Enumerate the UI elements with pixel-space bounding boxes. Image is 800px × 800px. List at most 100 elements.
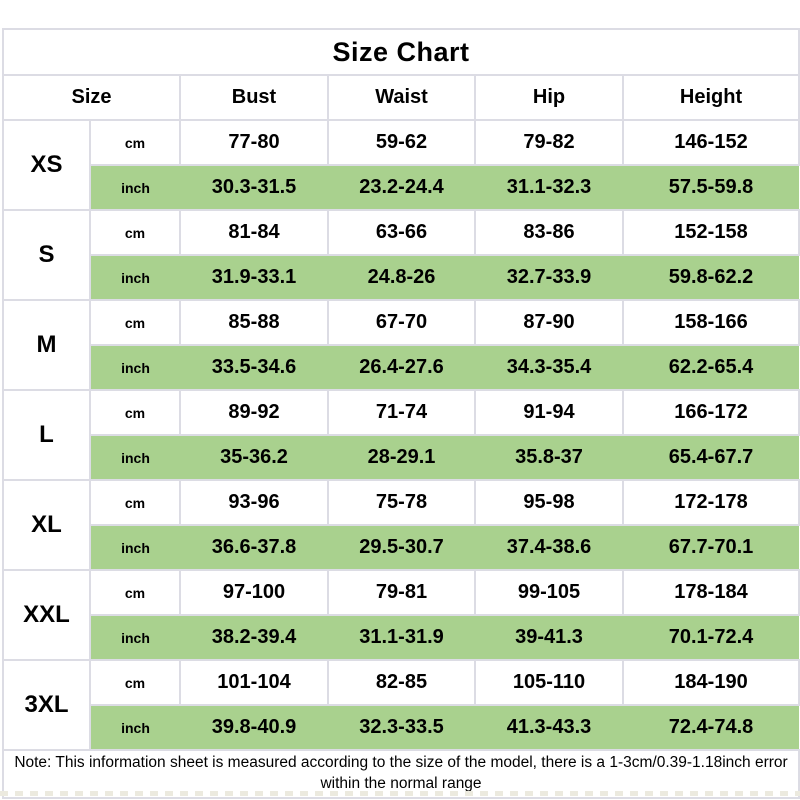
cell-l-waist-inch: 28-29.1	[328, 434, 475, 481]
unit-label-inch: inch	[90, 344, 180, 391]
cell-m-bust-cm: 85-88	[179, 299, 329, 346]
cell-l-bust-cm: 89-92	[179, 389, 329, 436]
cell-m-hip-inch: 34.3-35.4	[475, 344, 623, 391]
unit-label-inch: inch	[90, 254, 180, 301]
unit-label-cm: cm	[89, 479, 181, 526]
cell-xl-height-cm: 172-178	[621, 479, 800, 526]
cell-xl-bust-cm: 93-96	[179, 479, 329, 526]
cell-s-waist-cm: 63-66	[327, 209, 476, 256]
cell-xs-hip-cm: 79-82	[474, 119, 624, 166]
cell-l-height-cm: 166-172	[621, 389, 800, 436]
unit-label-inch: inch	[90, 164, 180, 211]
cell-xl-waist-cm: 75-78	[327, 479, 476, 526]
cell-xs-hip-inch: 31.1-32.3	[475, 164, 623, 211]
unit-label-cm: cm	[89, 119, 181, 166]
cell-l-bust-inch: 35-36.2	[180, 434, 328, 481]
column-header-waist: Waist	[327, 74, 476, 121]
cell-3xl-bust-cm: 101-104	[179, 659, 329, 706]
unit-label-inch: inch	[90, 434, 180, 481]
cell-xl-hip-inch: 37.4-38.6	[475, 524, 623, 571]
table-row: inch 39.8-40.9 32.3-33.5 41.3-43.3 72.4-…	[3, 704, 800, 751]
table-row: inch 31.9-33.1 24.8-26 32.7-33.9 59.8-62…	[3, 254, 800, 301]
cell-xxl-waist-inch: 31.1-31.9	[328, 614, 475, 661]
measurement-note: Note: This information sheet is measured…	[1, 749, 800, 799]
table-row: inch 36.6-37.8 29.5-30.7 37.4-38.6 67.7-…	[3, 524, 800, 571]
cell-xl-bust-inch: 36.6-37.8	[180, 524, 328, 571]
cell-l-height-inch: 65.4-67.7	[623, 434, 800, 481]
table-row: inch 38.2-39.4 31.1-31.9 39-41.3 70.1-72…	[3, 614, 800, 661]
cell-l-hip-inch: 35.8-37	[475, 434, 623, 481]
cell-s-waist-inch: 24.8-26	[328, 254, 475, 301]
cell-l-hip-cm: 91-94	[474, 389, 624, 436]
cell-3xl-height-cm: 184-190	[621, 659, 800, 706]
cell-xxl-hip-cm: 99-105	[474, 569, 624, 616]
size-chart-table: Size Chart Size Bust Waist Hip Height XS…	[1, 28, 800, 799]
table-row: 3XL cm 101-104 82-85 105-110 184-190	[2, 659, 800, 751]
cell-l-waist-cm: 71-74	[327, 389, 476, 436]
cell-s-bust-inch: 31.9-33.1	[180, 254, 328, 301]
column-header-hip: Hip	[474, 74, 624, 121]
cell-3xl-hip-inch: 41.3-43.3	[475, 704, 623, 751]
cell-xs-waist-cm: 59-62	[327, 119, 476, 166]
unit-label-cm: cm	[89, 209, 181, 256]
size-label-3xl: 3XL	[2, 659, 91, 751]
cell-m-height-cm: 158-166	[621, 299, 800, 346]
table-row: inch 33.5-34.6 26.4-27.6 34.3-35.4 62.2-…	[3, 344, 800, 391]
size-label-s: S	[2, 209, 91, 301]
cell-xxl-hip-inch: 39-41.3	[475, 614, 623, 661]
cell-s-hip-inch: 32.7-33.9	[475, 254, 623, 301]
unit-label-inch: inch	[90, 704, 180, 751]
cell-xxl-height-cm: 178-184	[621, 569, 800, 616]
cell-xxl-bust-inch: 38.2-39.4	[180, 614, 328, 661]
cell-s-height-cm: 152-158	[621, 209, 800, 256]
cell-xs-bust-inch: 30.3-31.5	[180, 164, 328, 211]
cell-xs-height-inch: 57.5-59.8	[623, 164, 800, 211]
unit-label-inch: inch	[90, 524, 180, 571]
table-row: XXL cm 97-100 79-81 99-105 178-184	[2, 569, 800, 661]
unit-label-cm: cm	[89, 659, 181, 706]
cell-xxl-bust-cm: 97-100	[179, 569, 329, 616]
cell-xl-height-inch: 67.7-70.1	[623, 524, 800, 571]
cell-xl-waist-inch: 29.5-30.7	[328, 524, 475, 571]
size-label-xl: XL	[2, 479, 91, 571]
cell-3xl-bust-inch: 39.8-40.9	[180, 704, 328, 751]
cell-m-waist-cm: 67-70	[327, 299, 476, 346]
table-row: M cm 85-88 67-70 87-90 158-166	[2, 299, 800, 391]
cell-xxl-waist-cm: 79-81	[327, 569, 476, 616]
table-row: XL cm 93-96 75-78 95-98 172-178	[2, 479, 800, 571]
unit-label-cm: cm	[89, 389, 181, 436]
table-row: inch 30.3-31.5 23.2-24.4 31.1-32.3 57.5-…	[3, 164, 800, 211]
dashed-divider	[0, 791, 800, 796]
cell-xs-bust-cm: 77-80	[179, 119, 329, 166]
unit-label-cm: cm	[89, 299, 181, 346]
size-label-l: L	[2, 389, 91, 481]
size-label-xs: XS	[2, 119, 91, 211]
table-row: inch 35-36.2 28-29.1 35.8-37 65.4-67.7	[3, 434, 800, 481]
table-row: L cm 89-92 71-74 91-94 166-172	[2, 389, 800, 481]
table-row: XS cm 77-80 59-62 79-82 146-152	[2, 119, 800, 211]
cell-3xl-height-inch: 72.4-74.8	[623, 704, 800, 751]
unit-label-cm: cm	[89, 569, 181, 616]
cell-xxl-height-inch: 70.1-72.4	[623, 614, 800, 661]
unit-label-inch: inch	[90, 614, 180, 661]
table-row: S cm 81-84 63-66 83-86 152-158	[2, 209, 800, 301]
cell-m-height-inch: 62.2-65.4	[623, 344, 800, 391]
cell-xl-hip-cm: 95-98	[474, 479, 624, 526]
cell-3xl-waist-inch: 32.3-33.5	[328, 704, 475, 751]
size-label-m: M	[2, 299, 91, 391]
column-header-height: Height	[621, 74, 800, 121]
cell-s-height-inch: 59.8-62.2	[623, 254, 800, 301]
cell-m-bust-inch: 33.5-34.6	[180, 344, 328, 391]
cell-s-hip-cm: 83-86	[474, 209, 624, 256]
column-header-bust: Bust	[179, 74, 329, 121]
cell-3xl-waist-cm: 82-85	[327, 659, 476, 706]
size-label-xxl: XXL	[2, 569, 91, 661]
cell-xs-height-cm: 146-152	[621, 119, 800, 166]
cell-m-waist-inch: 26.4-27.6	[328, 344, 475, 391]
cell-3xl-hip-cm: 105-110	[474, 659, 624, 706]
cell-xs-waist-inch: 23.2-24.4	[328, 164, 475, 211]
page-title: Size Chart	[1, 28, 800, 76]
column-header-size: Size	[2, 74, 181, 121]
cell-s-bust-cm: 81-84	[179, 209, 329, 256]
